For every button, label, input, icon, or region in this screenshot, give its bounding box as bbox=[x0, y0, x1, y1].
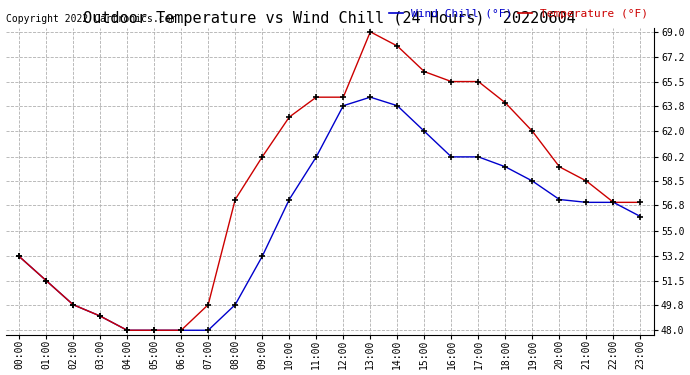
Text: Copyright 2022 Cartronics.com: Copyright 2022 Cartronics.com bbox=[6, 15, 176, 24]
Title: Outdoor Temperature vs Wind Chill (24 Hours)  20220604: Outdoor Temperature vs Wind Chill (24 Ho… bbox=[83, 11, 576, 26]
Legend: Wind Chill (°F), Temperature (°F): Wind Chill (°F), Temperature (°F) bbox=[385, 4, 653, 23]
